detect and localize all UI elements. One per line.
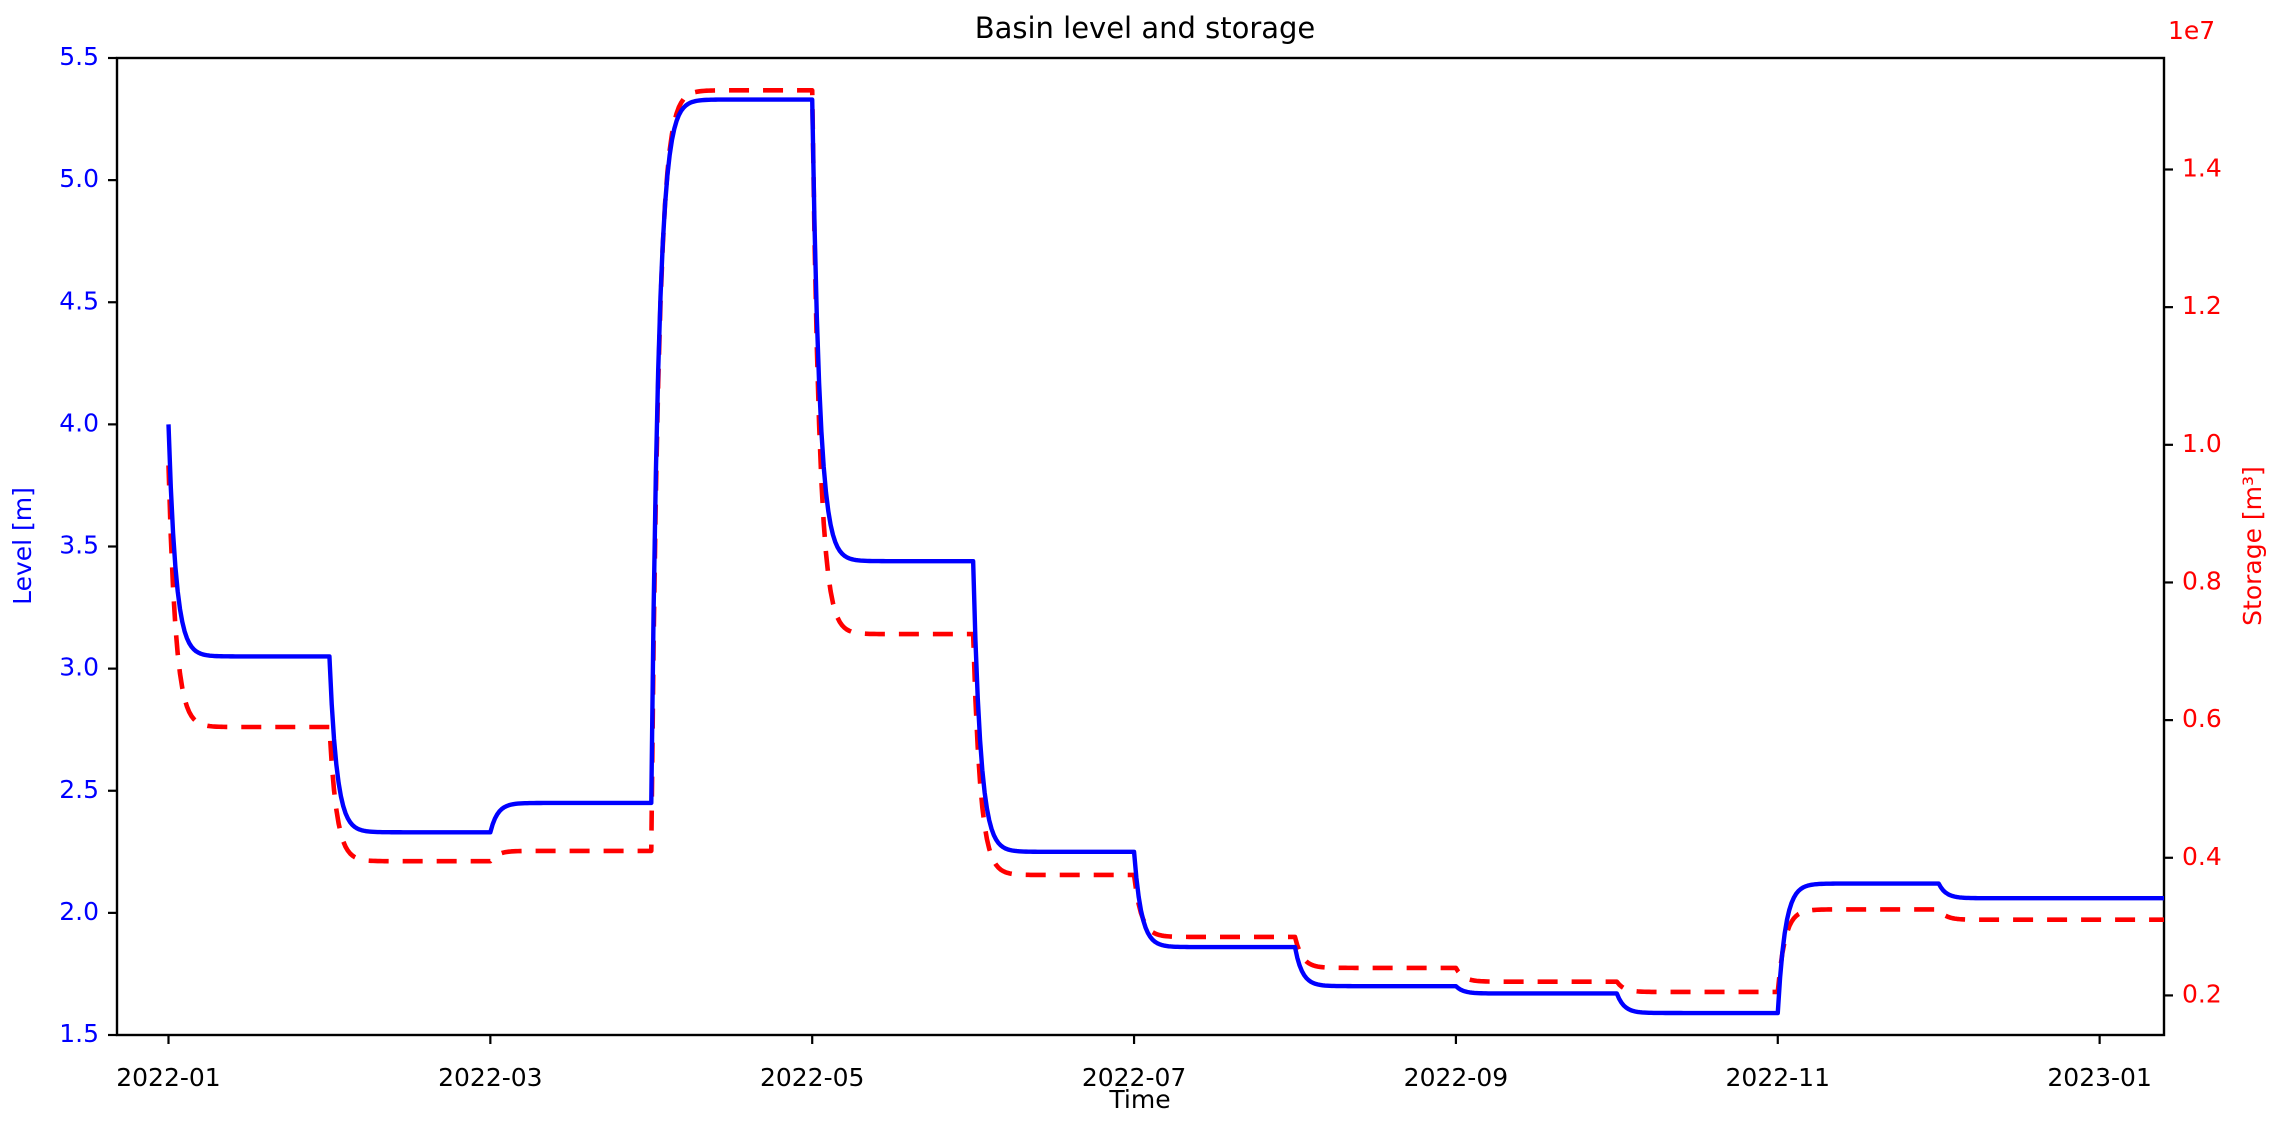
y-right-offset-label: 1e7 xyxy=(2168,16,2215,45)
x-tick-label: 2022-09 xyxy=(1404,1063,1508,1092)
series-line-storage xyxy=(166,88,2166,995)
x-tick-label: 2022-05 xyxy=(760,1063,864,1092)
y-left-tick-label: 2.0 xyxy=(59,897,99,926)
series-line-level xyxy=(166,97,2166,1016)
chart-title: Basin level and storage xyxy=(975,11,1316,45)
y-right-axis-ticks: 0.2 0.4 0.6 0.8 1.0 1.2 1.4 xyxy=(2164,153,2222,1008)
x-tick-label: 2022-07 xyxy=(1082,1063,1186,1092)
x-tick-label: 2022-03 xyxy=(438,1063,542,1092)
y-left-axis-ticks: 1.5 2.0 2.5 3.0 3.5 4.0 4.5 5.0 5.5 xyxy=(59,42,117,1048)
y-right-tick-label: 1.4 xyxy=(2182,153,2222,182)
plot-frame xyxy=(115,56,2166,1037)
x-tick-label: 2023-01 xyxy=(2047,1063,2151,1092)
y-right-tick-label: 0.4 xyxy=(2182,842,2222,871)
x-tick-label: 2022-11 xyxy=(1726,1063,1830,1092)
y-left-tick-label: 1.5 xyxy=(59,1019,99,1048)
y-right-tick-label: 1.2 xyxy=(2182,291,2222,320)
y-left-tick-label: 5.0 xyxy=(59,164,99,193)
y-left-tick-label: 5.5 xyxy=(59,42,99,71)
y-right-tick-label: 0.6 xyxy=(2182,704,2222,733)
y-left-axis-title: Level [m] xyxy=(8,487,37,605)
y-left-tick-label: 4.5 xyxy=(59,286,99,315)
y-left-tick-label: 4.0 xyxy=(59,408,99,437)
y-right-tick-label: 0.2 xyxy=(2182,979,2222,1008)
x-axis-ticks: 2022-01 2022-03 2022-05 2022-07 2022-09 2022-… xyxy=(116,1035,2152,1092)
x-tick-label: 2022-01 xyxy=(116,1063,220,1092)
y-left-tick-label: 3.5 xyxy=(59,531,99,560)
y-left-tick-label: 3.0 xyxy=(59,653,99,682)
x-axis-title: Time xyxy=(1108,1085,1170,1114)
y-right-axis-title: Storage [m³] xyxy=(2238,466,2267,626)
y-right-tick-label: 1.0 xyxy=(2182,429,2222,458)
y-right-tick-label: 0.8 xyxy=(2182,566,2222,595)
y-left-tick-label: 2.5 xyxy=(59,775,99,804)
